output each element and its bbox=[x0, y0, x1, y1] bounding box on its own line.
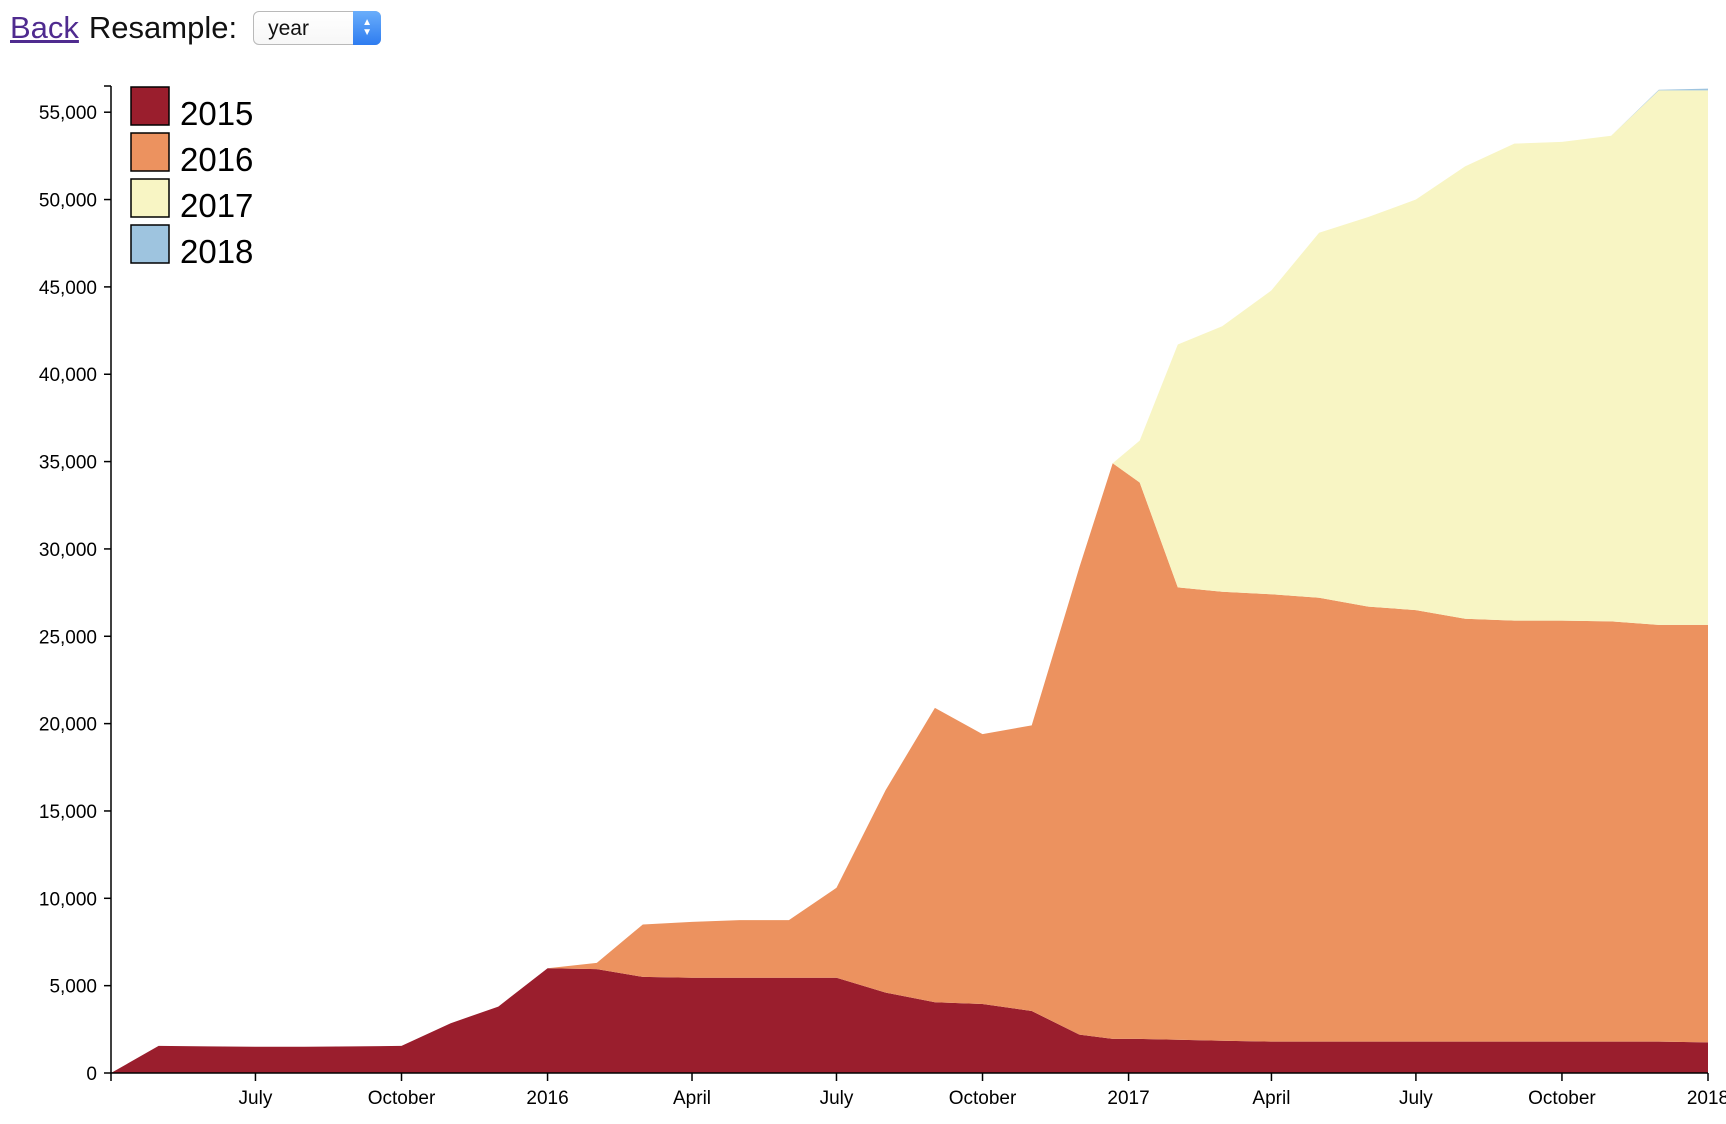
legend-label-2017: 2017 bbox=[180, 187, 253, 224]
y-tick-label: 5,000 bbox=[49, 977, 97, 998]
y-tick-label: 40,000 bbox=[39, 365, 97, 386]
area-series-2016 bbox=[111, 463, 1708, 1073]
y-tick-label: 35,000 bbox=[39, 453, 97, 474]
y-tick-label: 0 bbox=[86, 1064, 97, 1085]
legend-swatch-2018 bbox=[130, 224, 170, 264]
resample-select[interactable]: year ▲ ▼ bbox=[253, 11, 382, 45]
x-tick-label: October bbox=[949, 1088, 1017, 1109]
chart-areas bbox=[111, 88, 1708, 1074]
area-series-2017 bbox=[111, 90, 1708, 1073]
legend-label-2016: 2016 bbox=[180, 141, 253, 178]
x-tick-label: April bbox=[673, 1088, 711, 1109]
y-tick-label: 20,000 bbox=[39, 715, 97, 736]
legend-swatch-2016 bbox=[130, 132, 170, 172]
y-tick-label: 30,000 bbox=[39, 540, 97, 561]
y-tick-label: 25,000 bbox=[39, 627, 97, 648]
y-tick-label: 55,000 bbox=[39, 103, 97, 124]
y-tick-label: 15,000 bbox=[39, 802, 97, 823]
legend-swatch-2017 bbox=[130, 178, 170, 218]
x-tick-label: July bbox=[239, 1088, 273, 1109]
resample-selected-value: year bbox=[268, 17, 309, 40]
chart-legend: 2015 2016 2017 2018 bbox=[130, 86, 253, 270]
x-tick-label: April bbox=[1252, 1088, 1290, 1109]
back-link[interactable]: Back bbox=[10, 10, 79, 45]
top-toolbar: Back Resample: year ▲ ▼ bbox=[10, 8, 382, 48]
resample-label: Resample: bbox=[88, 10, 238, 45]
x-tick-label: 2016 bbox=[526, 1088, 568, 1109]
x-tick-label: July bbox=[1399, 1088, 1433, 1109]
select-stepper-icon: ▲ ▼ bbox=[353, 11, 382, 45]
x-tick-label: 2017 bbox=[1107, 1088, 1149, 1109]
x-tick-label: October bbox=[1528, 1088, 1596, 1109]
y-axis: 0 5,000 10,000 15,000 20,000 25,000 30,000 35,0… bbox=[39, 85, 112, 1085]
legend-label-2015: 2015 bbox=[180, 95, 253, 132]
x-tick-label: July bbox=[820, 1088, 854, 1109]
x-axis: July October 2016 April July October 2017 April… bbox=[110, 1072, 1726, 1109]
area-series-2015 bbox=[111, 968, 1708, 1073]
y-tick-label: 50,000 bbox=[39, 191, 97, 212]
legend-label-2018: 2018 bbox=[180, 233, 253, 270]
legend-swatch-2015 bbox=[130, 86, 170, 126]
y-tick-label: 10,000 bbox=[39, 889, 97, 910]
x-tick-label: 2018 bbox=[1687, 1088, 1726, 1109]
x-tick-label: October bbox=[368, 1088, 436, 1109]
y-tick-label: 45,000 bbox=[39, 278, 97, 299]
